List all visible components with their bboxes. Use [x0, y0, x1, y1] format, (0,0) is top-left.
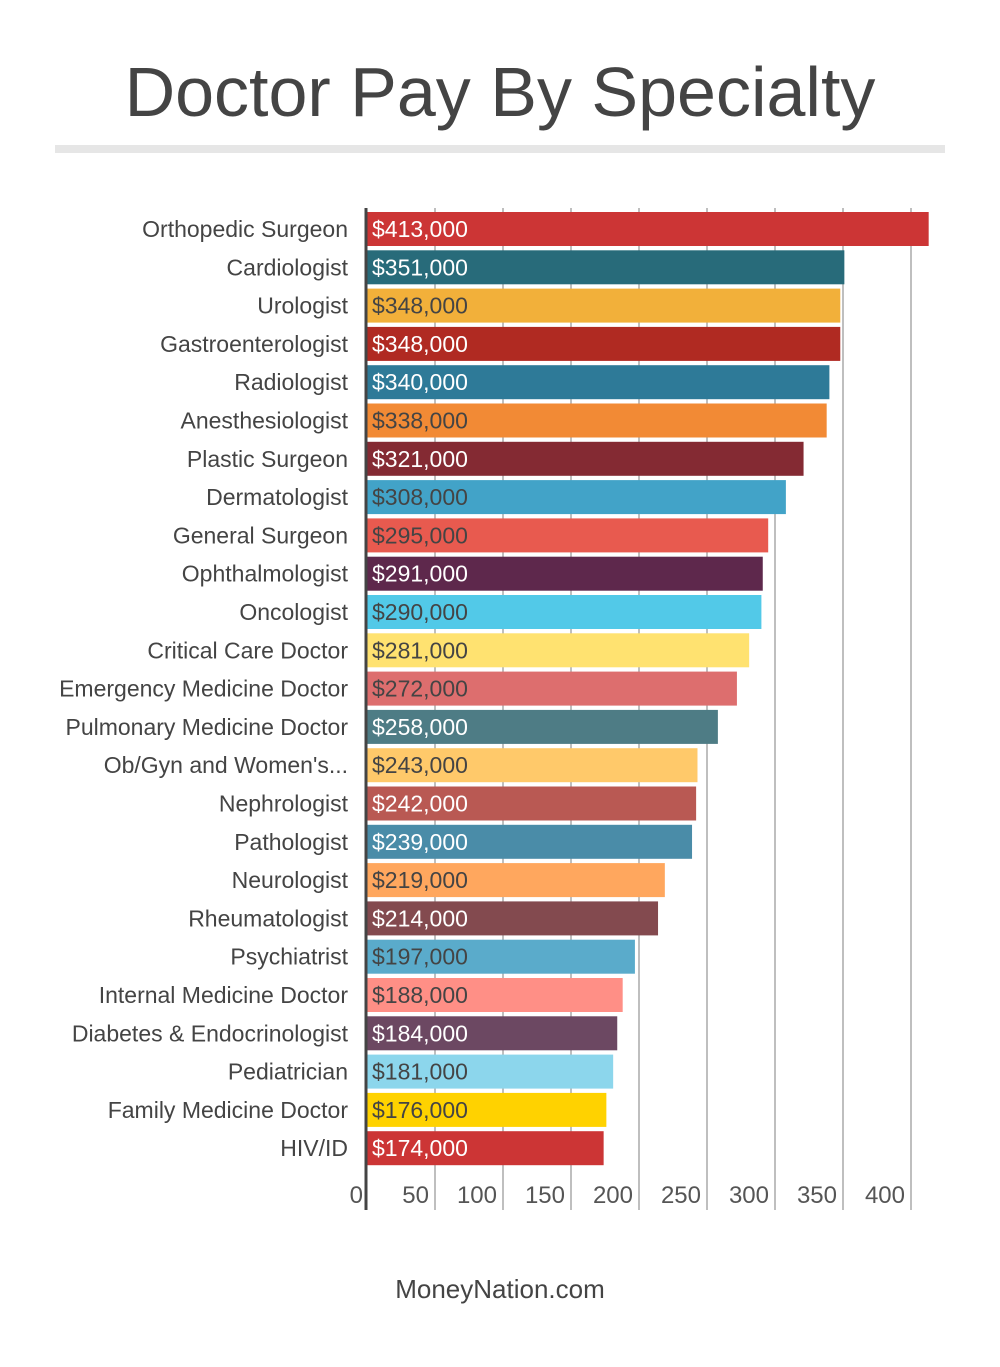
x-tick-label: 250: [661, 1182, 701, 1209]
bar: [367, 748, 698, 783]
category-label: Orthopedic Surgeon: [142, 216, 348, 242]
data-label: $188,000: [372, 982, 468, 1008]
bar: [367, 326, 841, 361]
data-label: $242,000: [372, 791, 468, 817]
category-label: Cardiologist: [227, 254, 349, 280]
data-label: $197,000: [372, 944, 468, 970]
category-label: Family Medicine Doctor: [108, 1097, 349, 1123]
data-label: $295,000: [372, 522, 468, 548]
bar: [367, 786, 697, 821]
x-tick-label: 100: [457, 1182, 497, 1209]
title-divider: [55, 145, 945, 153]
x-tick-label: 150: [525, 1182, 565, 1209]
chart-title: Doctor Pay By Specialty: [124, 53, 876, 131]
bar: [367, 595, 762, 629]
category-label: Urologist: [257, 293, 348, 319]
bar: [367, 824, 693, 859]
data-label: $214,000: [372, 905, 468, 931]
source-credit: MoneyNation.com: [395, 1274, 605, 1304]
bar: [367, 441, 804, 476]
bar: [367, 212, 929, 246]
x-tick-label: 350: [797, 1182, 837, 1209]
category-label: General Surgeon: [173, 522, 348, 548]
category-label: HIV/ID: [280, 1135, 348, 1161]
bar: [367, 978, 623, 1012]
category-label: Ob/Gyn and Women's...: [104, 752, 348, 778]
data-label: $243,000: [372, 752, 468, 778]
data-label: $176,000: [372, 1097, 468, 1123]
bar: [367, 1016, 618, 1051]
data-label: $181,000: [372, 1059, 468, 1085]
bar: [367, 480, 786, 515]
bar-chart: 0 50 100 150 200 250 300 350 400 $413,000 Orthoped…: [59, 208, 929, 1210]
bar: [367, 633, 750, 668]
category-label: Critical Care Doctor: [147, 637, 348, 663]
bar: [367, 1054, 614, 1089]
x-tick-label: 400: [865, 1182, 905, 1209]
x-tick-label: 50: [402, 1182, 429, 1209]
x-tick-label: 200: [593, 1182, 633, 1209]
data-label: $351,000: [372, 254, 468, 280]
category-label: Gastroenterologist: [160, 331, 349, 357]
data-label: $272,000: [372, 676, 468, 702]
bar: [367, 901, 659, 936]
category-label: Pediatrician: [228, 1059, 348, 1085]
data-label: $413,000: [372, 216, 468, 242]
data-label: $308,000: [372, 484, 468, 510]
bar: [367, 671, 737, 706]
x-tick-label: 0: [350, 1182, 363, 1209]
data-label: $184,000: [372, 1020, 468, 1046]
data-label: $291,000: [372, 561, 468, 587]
bar: [367, 518, 769, 553]
category-label: Ophthalmologist: [182, 561, 349, 587]
category-label: Radiologist: [234, 369, 348, 395]
data-label: $338,000: [372, 408, 468, 434]
bar: [367, 365, 830, 400]
category-label: Anesthesiologist: [181, 408, 349, 434]
data-label: $174,000: [372, 1135, 468, 1161]
data-label: $348,000: [372, 331, 468, 357]
bar: [367, 250, 845, 285]
x-tick-label: 300: [729, 1182, 769, 1209]
data-label: $219,000: [372, 867, 468, 893]
data-label: $290,000: [372, 599, 468, 625]
bar: [367, 709, 718, 744]
bar: [367, 1131, 604, 1166]
category-label: Nephrologist: [219, 791, 349, 817]
category-label: Pulmonary Medicine Doctor: [65, 714, 348, 740]
data-label: $321,000: [372, 446, 468, 472]
category-label: Neurologist: [232, 867, 349, 893]
bar: [367, 863, 665, 898]
data-label: $348,000: [372, 293, 468, 319]
bar: [367, 288, 841, 323]
category-label: Plastic Surgeon: [187, 446, 348, 472]
category-label: Rheumatologist: [188, 905, 348, 931]
category-label: Internal Medicine Doctor: [99, 982, 349, 1008]
category-label: Psychiatrist: [230, 944, 348, 970]
data-label: $281,000: [372, 637, 468, 663]
category-label: Emergency Medicine Doctor: [59, 676, 348, 702]
category-label: Oncologist: [239, 599, 348, 625]
data-label: $258,000: [372, 714, 468, 740]
data-label: $340,000: [372, 369, 468, 395]
category-label: Pathologist: [234, 829, 348, 855]
bar: [367, 1092, 607, 1127]
category-label: Dermatologist: [206, 484, 348, 510]
bar: [367, 556, 763, 591]
bar: [367, 403, 827, 438]
category-label: Diabetes & Endocrinologist: [72, 1020, 349, 1046]
bar: [367, 939, 635, 974]
data-label: $239,000: [372, 829, 468, 855]
